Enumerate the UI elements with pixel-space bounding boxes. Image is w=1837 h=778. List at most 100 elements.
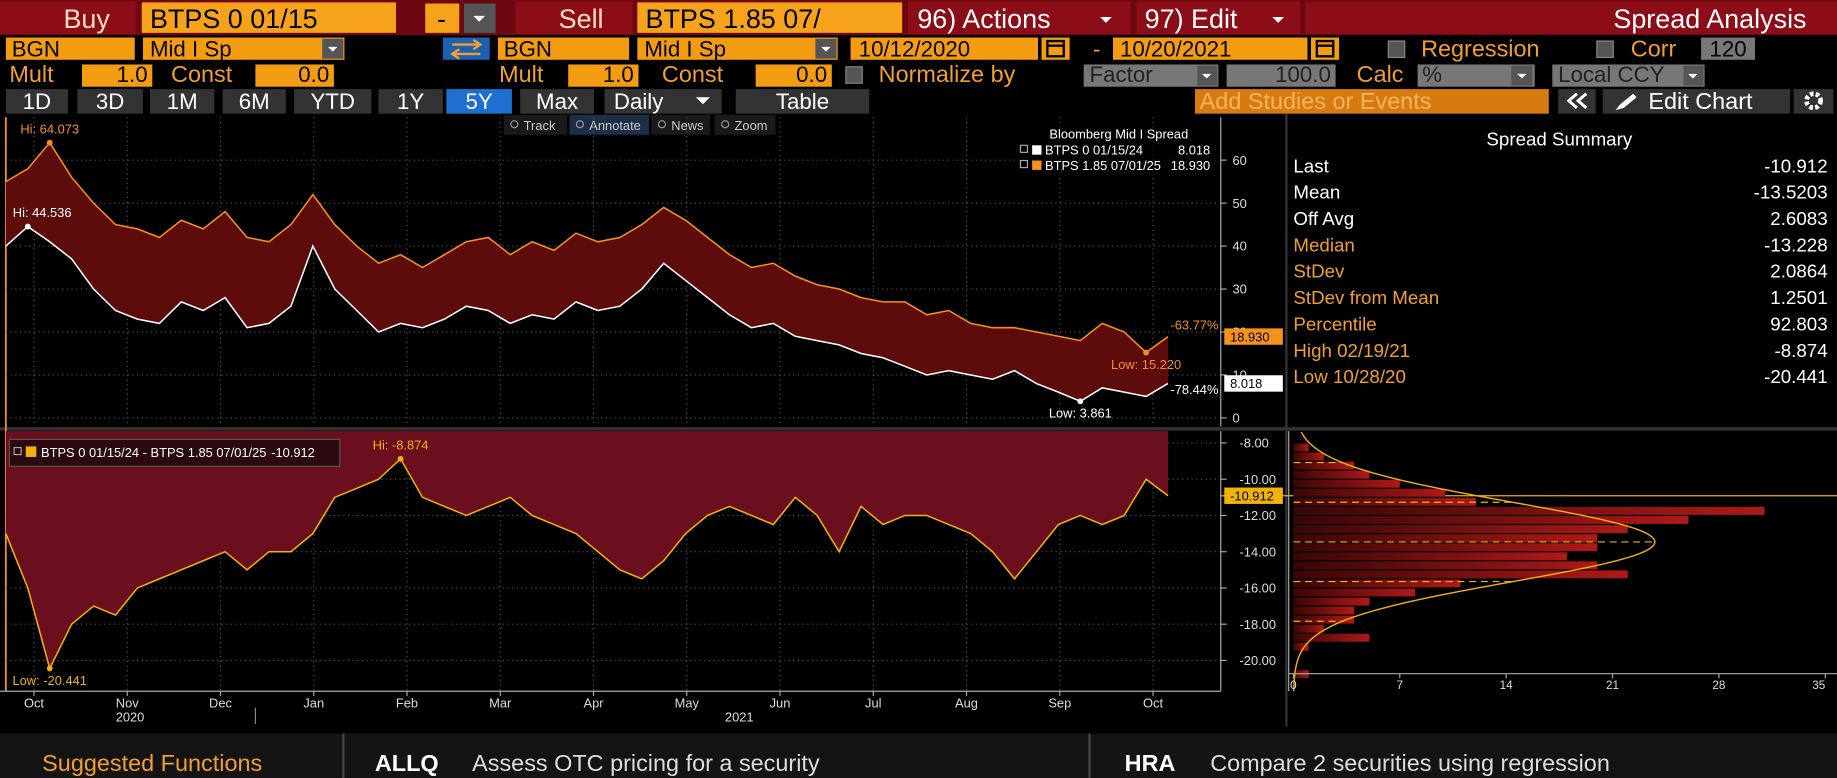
period-button[interactable] [378, 89, 443, 114]
label[interactable]: Edit Chart [1648, 88, 1753, 114]
mult-field[interactable] [568, 64, 639, 87]
factor-field[interactable] [1226, 64, 1336, 87]
label[interactable]: Factor [1090, 62, 1154, 87]
label[interactable]: 10/12/2020 [859, 36, 970, 61]
histogram-bar [1293, 452, 1324, 461]
label[interactable]: 1.0 [603, 62, 634, 87]
period-button[interactable] [149, 89, 215, 114]
field-field[interactable] [637, 37, 838, 60]
chart-tool[interactable] [714, 114, 776, 135]
label[interactable]: 1M [167, 89, 198, 114]
currency-field[interactable] [1552, 64, 1705, 87]
legend-swatch [1032, 160, 1042, 170]
checkbox[interactable] [1596, 40, 1614, 59]
label[interactable]: Mid I Sp [644, 36, 726, 61]
buy-button[interactable] [0, 1, 136, 35]
y-tick-label: 0 [1232, 411, 1239, 426]
label[interactable]: Local CCY [1558, 62, 1665, 87]
label[interactable]: 96) Actions [917, 4, 1050, 34]
function-code[interactable]: ALLQ [375, 750, 439, 776]
studies-field[interactable] [1194, 89, 1549, 114]
period-button[interactable] [446, 89, 512, 114]
sell-button[interactable] [515, 1, 633, 35]
table-button[interactable] [735, 89, 870, 114]
buy-security-field[interactable] [141, 2, 396, 33]
mult-field[interactable] [82, 64, 153, 87]
label[interactable]: BTPS 1.85 07/ [646, 4, 822, 34]
label[interactable]: 0.0 [796, 62, 827, 87]
calendar-icon[interactable] [1046, 39, 1065, 58]
label[interactable]: Sell [559, 4, 604, 34]
label[interactable]: 1Y [397, 89, 424, 114]
settings-button[interactable] [1793, 89, 1834, 114]
window-field[interactable] [1701, 37, 1755, 60]
calendar-icon[interactable] [1315, 39, 1335, 58]
const-field[interactable] [255, 64, 334, 87]
label[interactable]: Annotate [589, 118, 641, 133]
label[interactable]: Table [776, 89, 829, 114]
label[interactable]: Add Studies or Events [1200, 88, 1432, 114]
legend-toggle[interactable] [1019, 144, 1029, 153]
label[interactable]: 1D [23, 89, 51, 114]
label[interactable]: BGN [12, 36, 60, 61]
label[interactable]: YTD [310, 89, 355, 114]
label[interactable]: 100.0 [1275, 62, 1331, 87]
period-button[interactable] [222, 89, 286, 114]
source-field[interactable] [497, 37, 630, 60]
function-description[interactable]: Compare 2 securities using regression [1210, 750, 1610, 776]
period-button[interactable] [520, 89, 594, 114]
label[interactable]: 97) Edit [1145, 4, 1238, 34]
summary-label: StDev [1293, 261, 1345, 282]
label[interactable]: 1.0 [117, 62, 148, 87]
minus-button[interactable] [425, 3, 460, 33]
swap-button[interactable] [442, 37, 490, 60]
dropdown-arrow [821, 46, 831, 52]
label[interactable]: % [1422, 62, 1442, 87]
edit-chart-button[interactable] [1602, 89, 1791, 114]
label[interactable]: News [671, 118, 703, 133]
function-description[interactable]: Assess OTC pricing for a security [472, 750, 820, 776]
label[interactable]: Mid I Sp [150, 36, 232, 61]
label[interactable]: Max [536, 89, 578, 114]
label[interactable]: 3D [96, 89, 124, 114]
chart-tool[interactable] [569, 114, 650, 135]
legend-toggle[interactable] [1019, 159, 1029, 169]
function-code[interactable]: HRA [1125, 750, 1176, 776]
period-button[interactable] [5, 89, 68, 114]
label[interactable]: Buy [63, 4, 110, 34]
extreme-label: Low: 3.861 [1049, 406, 1112, 421]
chart-tool[interactable] [651, 114, 710, 135]
label[interactable]: 5Y [466, 89, 493, 114]
dropdown-arrow [1517, 73, 1527, 79]
source-field[interactable] [5, 37, 135, 60]
label[interactable]: 10/20/2021 [1120, 36, 1231, 61]
extreme-point [397, 455, 404, 462]
label[interactable]: Zoom [735, 118, 768, 133]
summary-label: Median [1293, 234, 1354, 255]
label[interactable]: 120 [1709, 36, 1746, 61]
checkbox[interactable] [845, 66, 863, 84]
calc-field[interactable] [1417, 64, 1535, 87]
period-button[interactable] [77, 89, 143, 114]
legend-toggle[interactable] [13, 446, 22, 456]
label[interactable]: 0.0 [298, 62, 329, 87]
field-field[interactable] [142, 37, 345, 60]
label[interactable]: BTPS 0 01/15 [150, 4, 318, 34]
end-date-field[interactable] [1112, 37, 1308, 60]
label[interactable]: - [437, 4, 446, 34]
chart-tool[interactable] [503, 114, 568, 135]
label[interactable]: 6M [239, 89, 270, 114]
normalize-field[interactable] [1083, 64, 1219, 87]
checkbox[interactable] [1387, 40, 1406, 59]
const-field[interactable] [755, 64, 832, 87]
dropdown-arrow [473, 15, 486, 22]
period-button[interactable] [294, 89, 372, 114]
label[interactable]: Daily [614, 89, 664, 114]
label[interactable]: Track [524, 118, 556, 133]
actions-menu[interactable] [907, 1, 1131, 35]
label: Mult [499, 61, 544, 87]
label: Mult [9, 61, 54, 87]
sell-security-field[interactable] [637, 2, 903, 33]
label[interactable]: BGN [504, 36, 552, 61]
start-date-field[interactable] [850, 37, 1038, 60]
